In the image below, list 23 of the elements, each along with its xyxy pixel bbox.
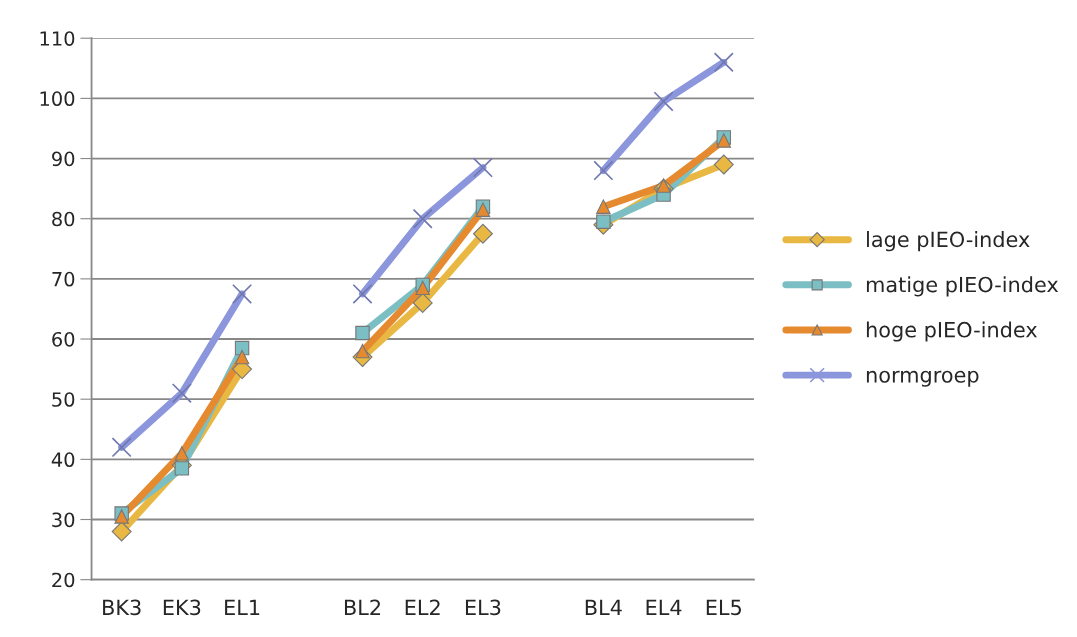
y-tick-label: 90 xyxy=(52,151,75,167)
x-tick-label: BL4 xyxy=(585,599,622,615)
y-tick-label: 100 xyxy=(40,91,75,107)
x-tick-label: EL4 xyxy=(646,599,682,615)
y-tick-label: 110 xyxy=(40,31,75,46)
y-tick-label: 70 xyxy=(52,271,75,287)
legend-label: hoge pIEO-index xyxy=(866,321,1038,342)
y-tick-label: 40 xyxy=(51,452,75,468)
legend-label: lage pIEO-index xyxy=(867,231,1030,252)
x-tick-label: EK3 xyxy=(163,599,201,616)
y-tick-label: 80 xyxy=(52,211,75,227)
legend-label: normgroep xyxy=(866,370,979,387)
x-tick-label: EL5 xyxy=(706,599,741,616)
x-tick-label: BL2 xyxy=(344,599,380,615)
x-tick-label: EL3 xyxy=(465,599,501,616)
y-tick-label: 30 xyxy=(52,512,75,528)
x-tick-label: EL2 xyxy=(405,599,440,615)
legend-label: matige pIEO-index xyxy=(866,276,1059,297)
x-tick-label: EL1 xyxy=(225,599,260,615)
y-tick-label: 60 xyxy=(52,331,75,347)
y-tick-label: 50 xyxy=(52,392,75,407)
y-tick-label: 20 xyxy=(52,572,75,588)
x-tick-label: BK3 xyxy=(103,599,141,616)
